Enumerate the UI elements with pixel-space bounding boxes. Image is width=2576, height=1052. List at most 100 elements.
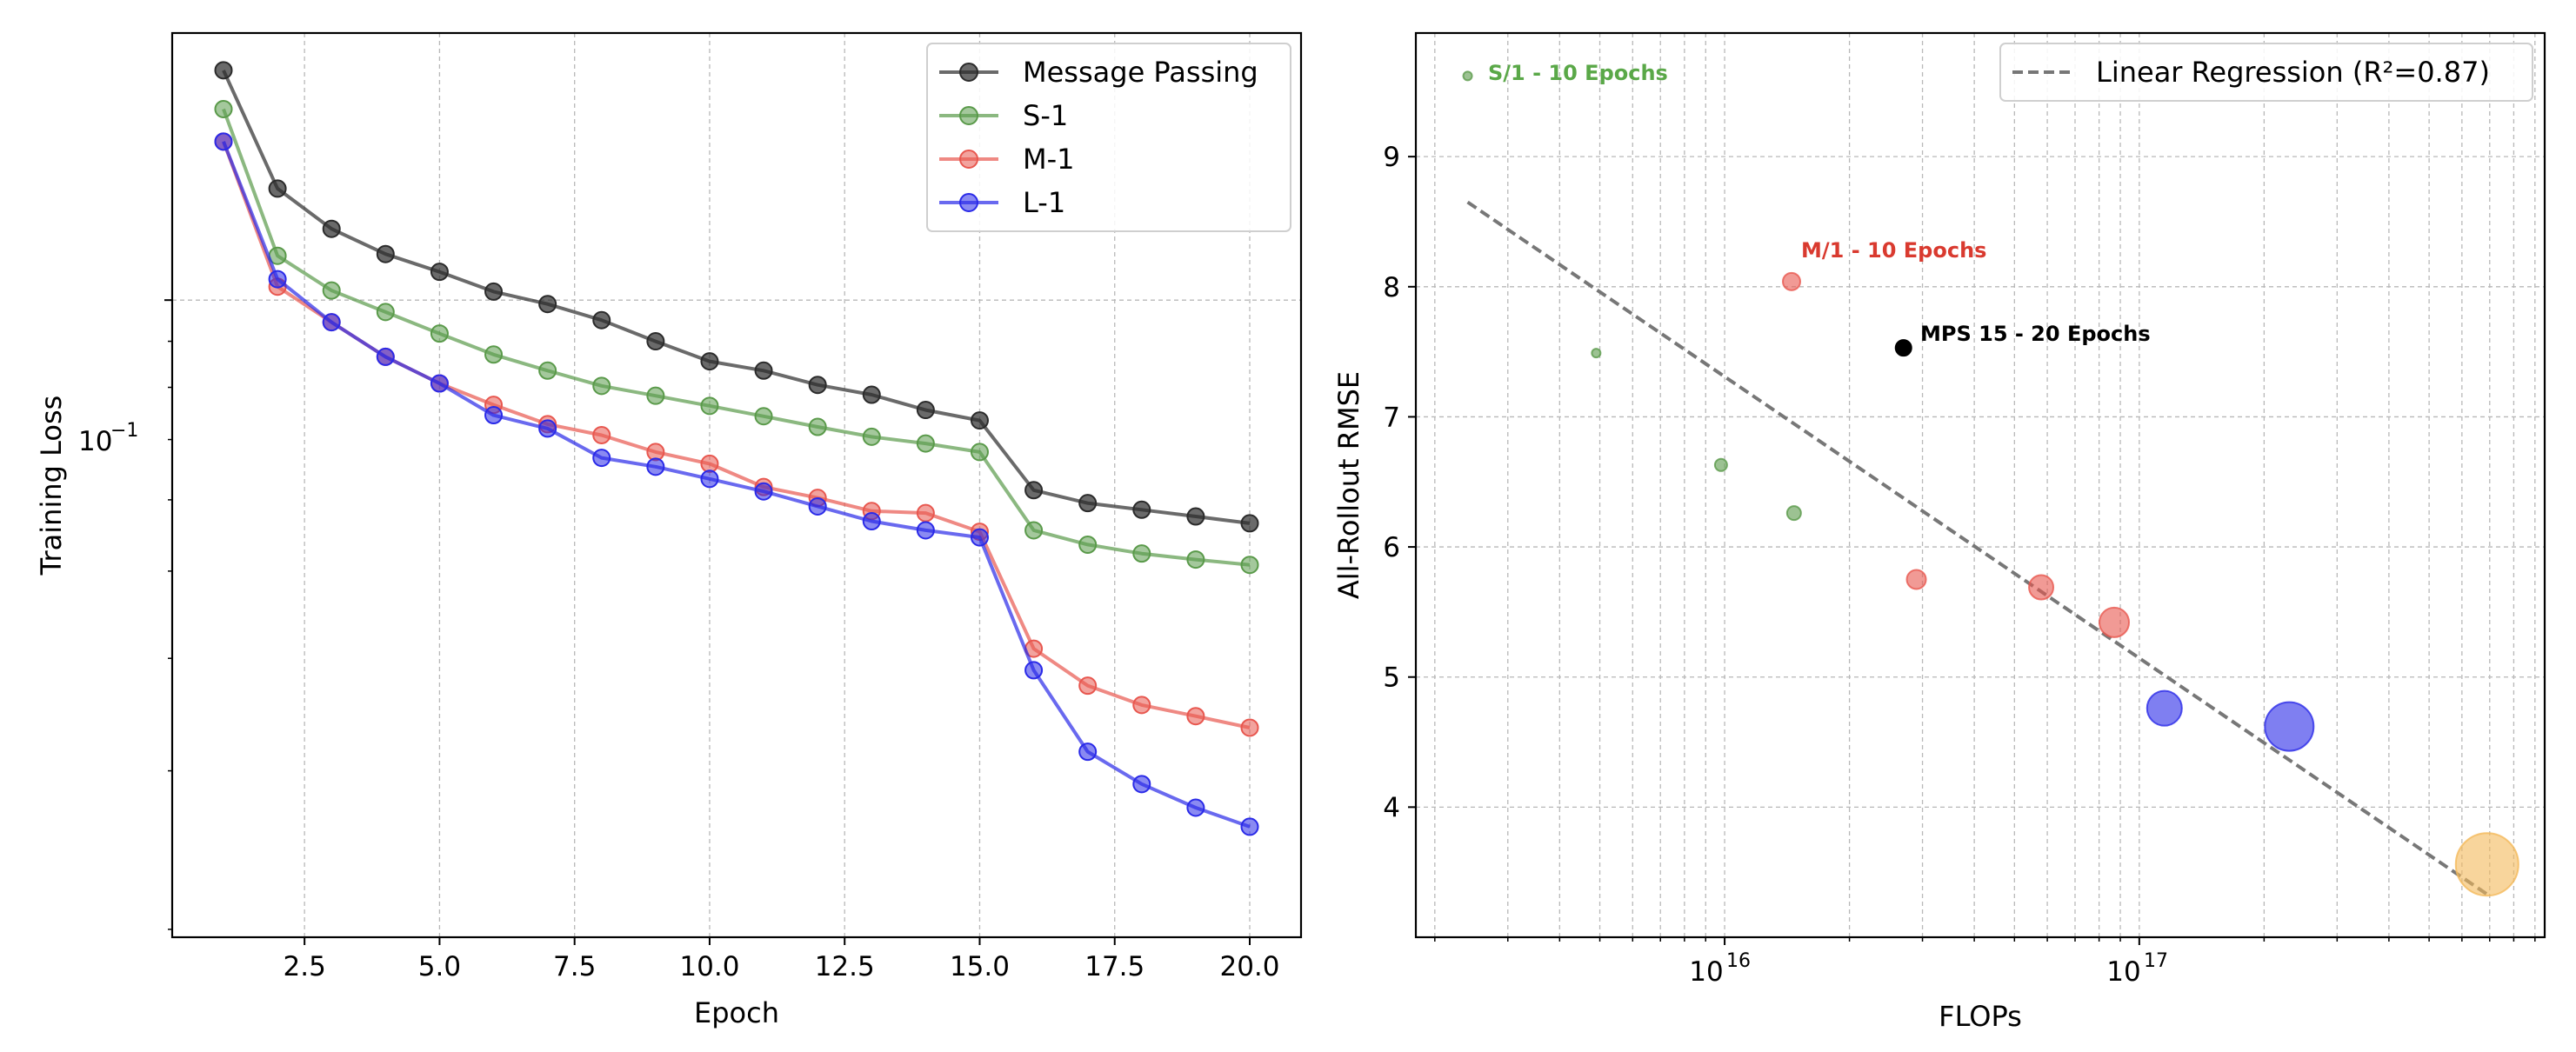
data-point (646, 386, 665, 405)
data-point (376, 303, 395, 322)
svg-text:−1: −1 (110, 420, 138, 442)
data-point (430, 374, 449, 393)
data-point (1078, 676, 1098, 696)
series-line (222, 141, 1251, 829)
scatter-point-s1 (1713, 457, 1728, 472)
regression-line-group (1466, 200, 2488, 896)
svg-text:10: 10 (78, 426, 112, 457)
svg-text:M-1: M-1 (1023, 143, 1075, 176)
data-point (268, 179, 287, 198)
data-point (430, 324, 449, 343)
data-point (1078, 742, 1098, 762)
rmse-legend: Linear Regression (R²=0.87) (1999, 43, 2533, 102)
data-point (700, 396, 719, 416)
series-message-passing (214, 61, 1259, 533)
x-tick-label: 7.5 (553, 951, 596, 982)
data-point (484, 345, 504, 364)
data-point (592, 425, 611, 444)
svg-text:10: 10 (2106, 956, 2140, 988)
data-point (430, 263, 449, 282)
data-point (916, 521, 935, 540)
data-point (700, 454, 719, 473)
data-point (214, 132, 233, 151)
data-point (808, 376, 827, 395)
legend-box (1999, 43, 2533, 102)
training-loss-ylabel: Training Loss (35, 396, 68, 576)
data-point (1024, 481, 1044, 500)
rmse-xlabel: FLOPs (1939, 1000, 2022, 1033)
data-point (484, 282, 504, 301)
data-point (862, 385, 881, 404)
data-point (1132, 775, 1151, 794)
data-point (754, 482, 773, 501)
data-point (808, 417, 827, 436)
training-loss-ticks: 2.5 5.0 7.5 10.0 12.5 15.0 17.5 20.0 (164, 299, 1280, 982)
svg-text:Message Passing: Message Passing (1023, 56, 1258, 89)
data-point (376, 244, 395, 263)
data-point (1240, 556, 1259, 575)
rmse-ticks: 4 5 6 7 8 9 (1383, 142, 2536, 945)
scatter-point-m1 (2099, 606, 2131, 638)
data-point (970, 528, 989, 547)
scatter-point-s1 (1591, 348, 1602, 359)
data-point (538, 361, 557, 380)
scatter-point-m1 (1782, 271, 1802, 291)
y-tick-label: 5 (1383, 662, 1400, 694)
data-point (1132, 500, 1151, 519)
data-point (916, 401, 935, 420)
y-tick-label: 6 (1383, 532, 1400, 563)
scatter-point-m1 (2028, 574, 2055, 601)
data-point (862, 512, 881, 531)
legend-entry-s-1: S-1 (939, 99, 1068, 132)
x-tick-label: 20.0 (1219, 951, 1279, 982)
svg-text:MPS 15 - 20 Epochs: MPS 15 - 20 Epochs (1920, 322, 2151, 346)
scatter-point-m1 (1905, 569, 1927, 590)
x-tick-label: 10.0 (679, 951, 739, 982)
svg-text:L-1: L-1 (1023, 186, 1065, 219)
annotation-m1: M/1 - 10 Epochs (1801, 238, 1986, 263)
x-tick-label: 15.0 (950, 951, 1010, 982)
data-point (322, 281, 341, 300)
training-loss-axes-frame (170, 31, 1303, 939)
rmse-grid (1416, 33, 2545, 937)
series-l-1 (214, 132, 1259, 836)
data-point (808, 496, 827, 516)
series-line (222, 108, 1251, 567)
scatter-point-l1 (2264, 701, 2315, 752)
legend-entry-m-1: M-1 (939, 143, 1075, 176)
scatter-point-mps (1894, 339, 1912, 357)
data-point (214, 99, 233, 118)
data-point (646, 457, 665, 476)
training-loss-xlabel: Epoch (694, 996, 779, 1029)
data-point (862, 427, 881, 446)
y-tick-label: 7 (1383, 402, 1400, 433)
legend-box (926, 43, 1291, 232)
data-point (1186, 550, 1205, 569)
data-point (1186, 507, 1205, 526)
data-point (1078, 535, 1098, 554)
rmse-xtick-label-1e17: 10 17 (2106, 950, 2168, 988)
legend-regression-label: Linear Regression (R²=0.87) (2096, 56, 2490, 89)
x-tick-label: 2.5 (284, 951, 326, 982)
y-tick-label: 9 (1383, 142, 1400, 173)
data-point (1132, 544, 1151, 563)
training-loss-chart: 2.5 5.0 7.5 10.0 12.5 15.0 17.5 20.0 10 −1 Epoc… (35, 31, 1303, 1029)
data-point (322, 219, 341, 238)
data-point (1132, 696, 1151, 715)
data-point (754, 361, 773, 380)
legend-entry-message-passing: Message Passing (939, 56, 1258, 89)
data-point (592, 376, 611, 396)
rmse-points (1462, 70, 2519, 897)
svg-text:S-1: S-1 (1023, 99, 1068, 132)
data-point (538, 419, 557, 438)
svg-text:10: 10 (1689, 956, 1723, 988)
svg-text:17: 17 (2144, 950, 2168, 972)
x-tick-label: 5.0 (418, 951, 461, 982)
data-point (1186, 707, 1205, 726)
data-point (1024, 661, 1044, 680)
data-point (214, 61, 233, 80)
data-point (592, 310, 611, 330)
rmse-ylabel: All-Rollout RMSE (1332, 371, 1365, 599)
data-point (700, 469, 719, 489)
